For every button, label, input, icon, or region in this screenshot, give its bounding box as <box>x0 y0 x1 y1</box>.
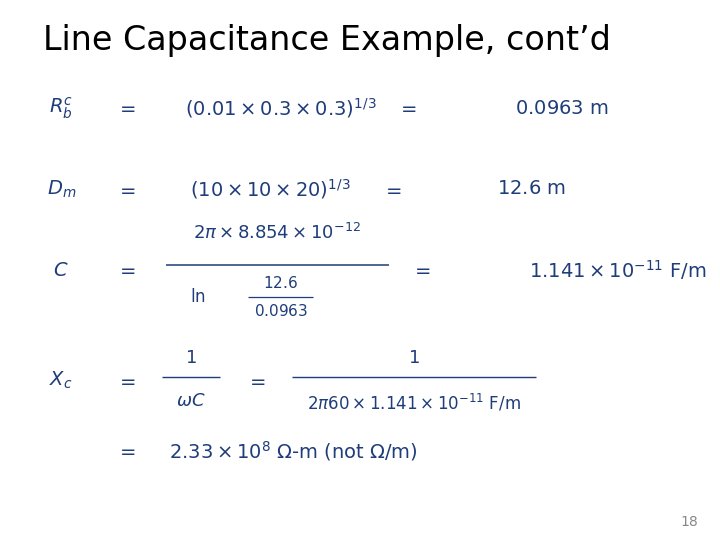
Text: $2\pi 60\times1.141\times10^{-11}\ \mathrm{F/m}$: $2\pi 60\times1.141\times10^{-11}\ \math… <box>307 393 521 414</box>
Text: $1$: $1$ <box>185 349 197 367</box>
Text: $C$: $C$ <box>53 260 69 280</box>
Text: $X_c$: $X_c$ <box>50 370 73 392</box>
Text: $2.33\times10^{8}\ \Omega\text{-m (not }\Omega/\text{m)}$: $2.33\times10^{8}\ \Omega\text{-m (not }… <box>169 439 418 463</box>
Text: $=$: $=$ <box>116 179 136 199</box>
Text: $\omega C$: $\omega C$ <box>176 392 206 410</box>
Text: $12.6\ \mathrm{m}$: $12.6\ \mathrm{m}$ <box>497 179 566 199</box>
Text: $2\pi\times8.854\times10^{-12}$: $2\pi\times8.854\times10^{-12}$ <box>193 223 361 244</box>
Text: $R_b^c$: $R_b^c$ <box>49 95 73 121</box>
Text: $\ln$: $\ln$ <box>190 288 206 306</box>
Text: $D_m$: $D_m$ <box>47 178 76 200</box>
Text: $(0.01\times0.3\times0.3)^{1/3}$: $(0.01\times0.3\times0.3)^{1/3}$ <box>185 96 377 120</box>
Text: $0.0963$: $0.0963$ <box>253 302 308 319</box>
Text: $=$: $=$ <box>116 260 136 280</box>
Text: $=$: $=$ <box>246 371 266 390</box>
Text: 18: 18 <box>680 515 698 529</box>
Text: $(10\times10\times20)^{1/3}$: $(10\times10\times20)^{1/3}$ <box>190 177 350 201</box>
Text: $=$: $=$ <box>382 179 402 199</box>
Text: $=$: $=$ <box>116 441 136 461</box>
Text: $=$: $=$ <box>397 98 417 118</box>
Text: $=$: $=$ <box>116 98 136 118</box>
Text: $=$: $=$ <box>411 260 431 280</box>
Text: $1.141\times10^{-11}\ \mathrm{F/m}$: $1.141\times10^{-11}\ \mathrm{F/m}$ <box>529 258 707 282</box>
Text: $1$: $1$ <box>408 349 420 367</box>
Text: Line Capacitance Example, cont’d: Line Capacitance Example, cont’d <box>43 24 611 57</box>
Text: $12.6$: $12.6$ <box>264 275 298 292</box>
Text: $=$: $=$ <box>116 371 136 390</box>
Text: $0.0963\ \mathrm{m}$: $0.0963\ \mathrm{m}$ <box>515 98 608 118</box>
